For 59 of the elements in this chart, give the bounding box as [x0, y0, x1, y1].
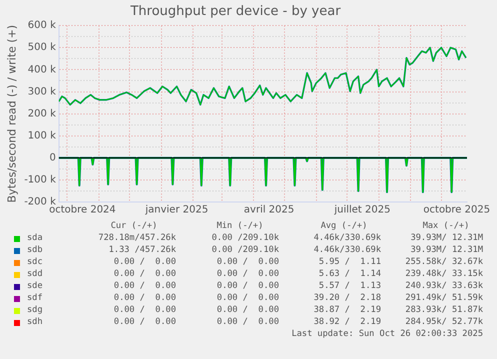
text: 0.00 / 0.00: [114, 269, 176, 279]
text: 39.93M/ 12.31M: [410, 233, 483, 243]
text: Cur (-/+): [110, 221, 158, 231]
text: 5.95 / 1.11: [318, 257, 381, 267]
text: 283.93k/ 51.87k: [405, 305, 483, 315]
text: 0.00 / 0.00: [216, 317, 279, 327]
text: 39.20 / 2.18: [314, 293, 381, 303]
text: Last update: Sun Oct 26 02:00:33 2025: [292, 329, 483, 339]
legend-label: sdc: [27, 257, 43, 267]
text: Max (-/+): [422, 221, 470, 231]
legend-label: sde: [27, 281, 43, 291]
text: 728.18m/457.26k: [98, 233, 176, 243]
chart-title: Throughput per device - by year: [129, 4, 342, 20]
text: 239.48k/ 33.15k: [405, 269, 483, 279]
text: 4.46k/330.69k: [314, 245, 381, 255]
text: 0.00 /209.10k: [212, 233, 279, 243]
legend-label: sdb: [27, 245, 43, 255]
text: 291.49k/ 51.59k: [405, 293, 483, 303]
x-tick-label: janvier 2025: [144, 204, 208, 216]
text: 4.46k/330.69k: [314, 233, 381, 243]
legend-label: sdf: [27, 293, 43, 303]
y-tick-label: 500 k: [28, 42, 56, 54]
text: 0.00 / 0.00: [216, 281, 279, 291]
legend-label: sdh: [27, 317, 43, 327]
text: Avg (-/+): [320, 221, 368, 231]
y-tick-label: 200 k: [28, 108, 56, 120]
text: 1.33 /457.26k: [108, 245, 176, 255]
text: 0.00 / 0.00: [114, 317, 176, 327]
text: 38.92 / 2.19: [314, 317, 381, 327]
y-tick-label: 400 k: [28, 64, 56, 76]
text: 5.57 / 1.13: [318, 281, 381, 291]
text: 0.00 / 0.00: [216, 293, 279, 303]
text: 240.93k/ 33.63k: [405, 281, 483, 291]
text: 0.00 / 0.00: [114, 281, 176, 291]
y-tick-label: -100 k: [24, 174, 56, 186]
text: Min (-/+): [216, 221, 264, 231]
text: 38.87 / 2.19: [314, 305, 381, 315]
x-tick-label: avril 2025: [244, 204, 294, 216]
text: 0.00 /209.10k: [212, 245, 279, 255]
text: 0.00 / 0.00: [114, 305, 176, 315]
text: 0.00 / 0.00: [114, 293, 176, 303]
text: 0.00 / 0.00: [216, 269, 279, 279]
x-tick-label: juillet 2025: [333, 204, 390, 216]
y-tick-label: 100 k: [28, 130, 56, 142]
text: 284.95k/ 52.77k: [405, 317, 483, 327]
y-tick-label: 0: [49, 152, 56, 164]
text: 0.00 / 0.00: [216, 257, 279, 267]
text: 39.93M/ 12.31M: [410, 245, 483, 255]
text: 255.58k/ 32.67k: [405, 257, 483, 267]
y-tick-label: 600 k: [28, 20, 56, 32]
y-tick-label: 300 k: [28, 86, 56, 98]
x-tick-label: octobre 2025: [423, 204, 490, 216]
text: 5.63 / 1.14: [318, 269, 381, 279]
legend-label: sdg: [27, 305, 43, 315]
legend-label: sda: [27, 233, 43, 243]
y-axis-title: Bytes/second read (-) / write (+): [5, 24, 18, 203]
legend-label: sdd: [27, 269, 43, 279]
text: 0.00 / 0.00: [216, 305, 279, 315]
text: 0.00 / 0.00: [114, 257, 176, 267]
